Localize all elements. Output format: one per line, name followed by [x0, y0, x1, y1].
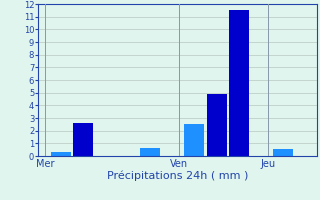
Bar [206, 94, 227, 156]
Bar [51, 152, 71, 156]
Bar [73, 123, 93, 156]
X-axis label: Précipitations 24h ( mm ): Précipitations 24h ( mm ) [107, 170, 248, 181]
Bar [140, 148, 160, 156]
Bar [184, 124, 204, 156]
Bar [229, 10, 249, 156]
Bar [273, 149, 293, 156]
